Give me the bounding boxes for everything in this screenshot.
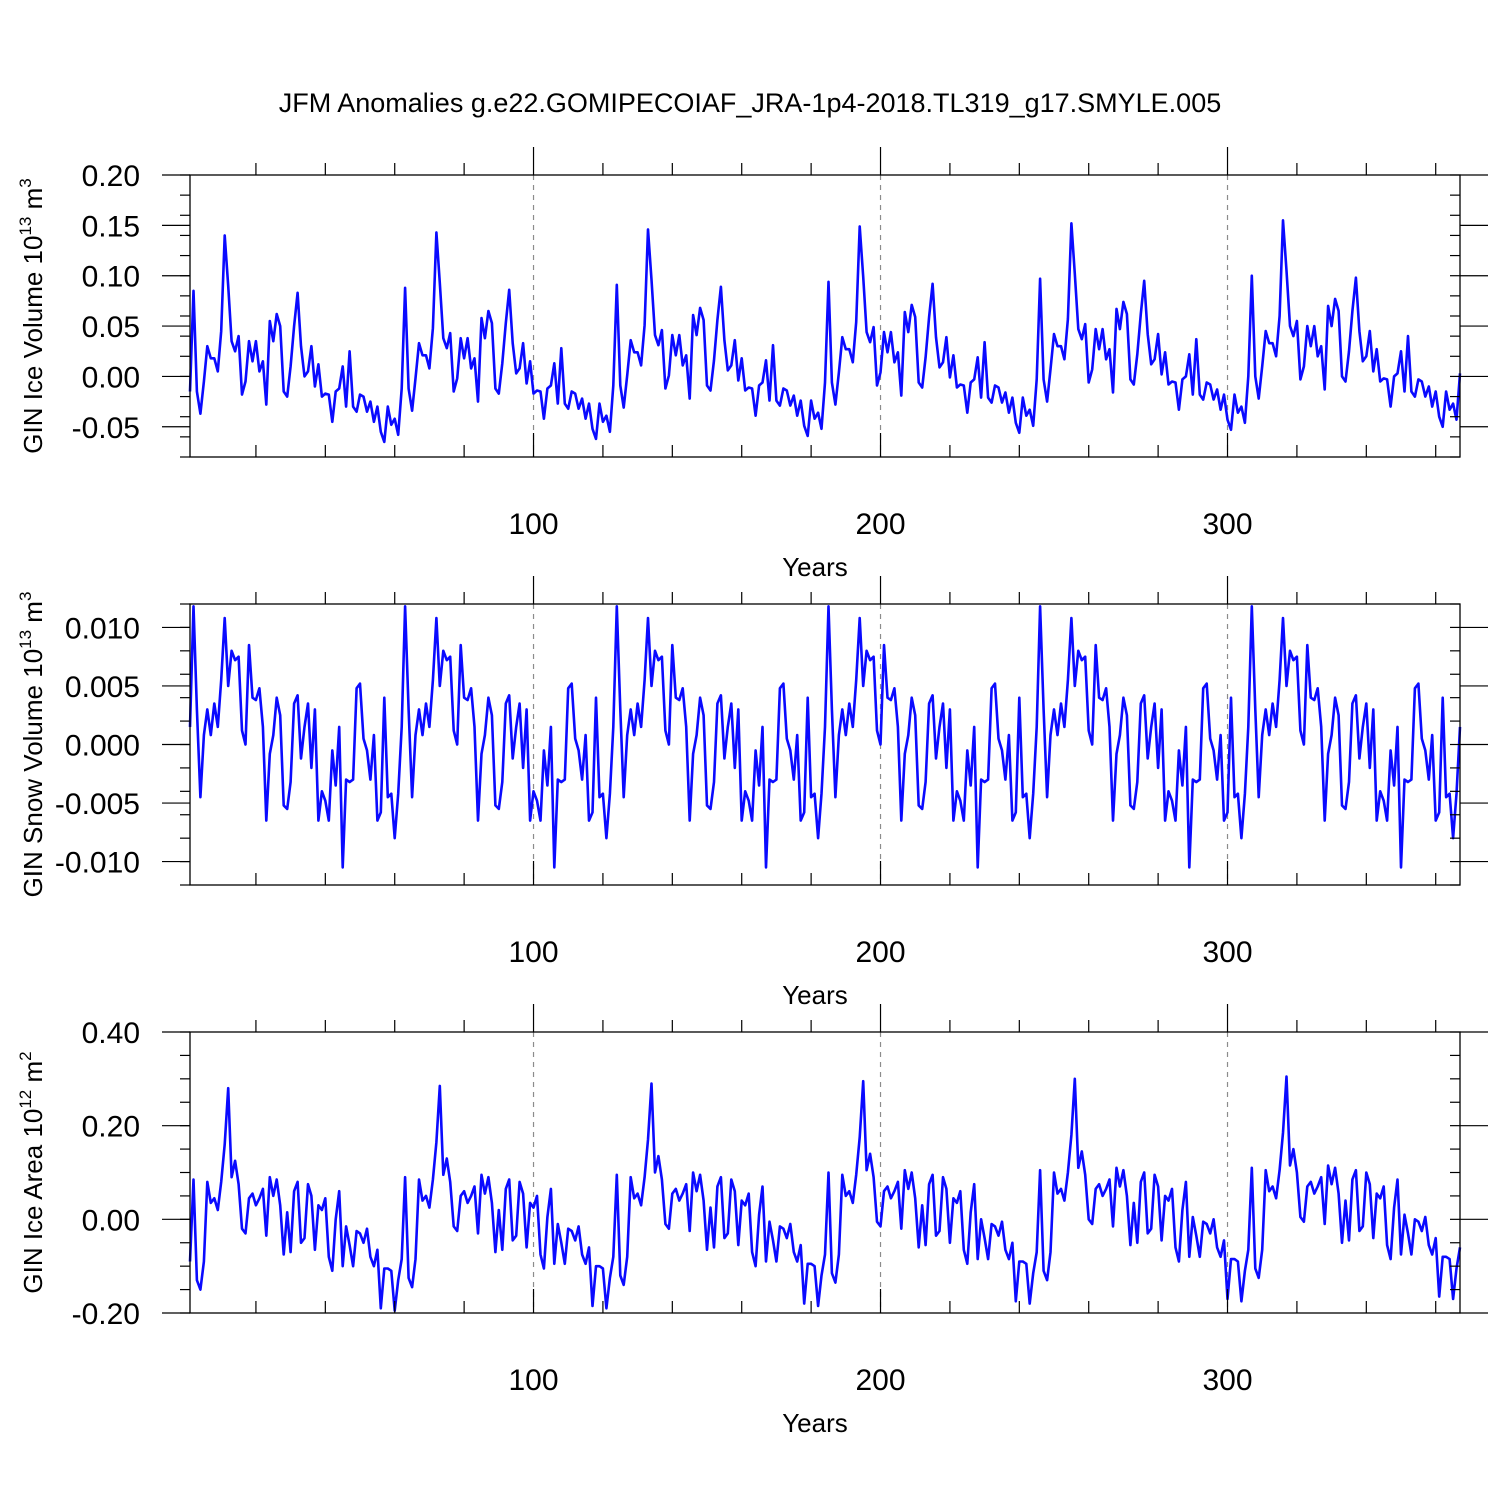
snow-volume-xtick-label-100: 100 [508, 936, 558, 969]
ice-area-ytick-label: -0.20 [72, 1298, 140, 1331]
panel-ice-volume: 100 200 300 Years -0.05 0.00 0.05 0.10 0.15 0.20 G… [16, 147, 1488, 582]
panel-snow-volume: 100 200 300 Years -0.010 -0.005 0.000 0.005 0.01… [16, 576, 1488, 1010]
ice-area-xtick-label-300: 300 [1202, 1364, 1252, 1397]
ice-area-ytick-label: 0.00 [82, 1204, 140, 1237]
ice-area-series-line [188, 1075, 1462, 1312]
snow-volume-ytick-label: -0.010 [55, 847, 140, 880]
ice-volume-xtick-label-100: 100 [508, 508, 558, 541]
ice-area-plot-frame [189, 1031, 1461, 1314]
snow-volume-x-axis-title: Years [782, 980, 848, 1010]
ice-volume-xtick-label-300: 300 [1202, 508, 1252, 541]
snow-volume-ytick-label: 0.000 [65, 730, 140, 763]
panel-ice-area: 100 200 300 Years -0.20 0.00 0.20 0.40 GIN Ice A… [16, 1004, 1488, 1438]
snow-volume-series-line [188, 604, 1462, 869]
ice-volume-ytick-label: 0.10 [82, 261, 140, 294]
snow-volume-xtick-label-200: 200 [855, 936, 905, 969]
ice-area-ytick-label: 0.20 [82, 1111, 140, 1144]
ice-volume-ytick-label: 0.05 [82, 311, 140, 344]
ice-area-xtick-label-200: 200 [855, 1364, 905, 1397]
snow-volume-ytick-label: 0.005 [65, 671, 140, 704]
ice-area-y-axis-title: GIN Ice Area 1012 m2 [16, 1051, 48, 1293]
snow-volume-xtick-label-300: 300 [1202, 936, 1252, 969]
snow-volume-ytick-label: 0.010 [65, 612, 140, 645]
ice-volume-y-axis-title: GIN Ice Volume 1013 m3 [16, 178, 48, 454]
ice-volume-xtick-label-200: 200 [855, 508, 905, 541]
ice-volume-ytick-label: -0.05 [72, 412, 140, 445]
ice-volume-series-line [188, 219, 1462, 444]
chart-title: JFM Anomalies g.e22.GOMIPECOIAF_JRA-1p4-… [279, 88, 1221, 118]
ice-volume-x-axis-title: Years [782, 552, 848, 582]
snow-volume-y-axis-title: GIN Snow Volume 1013 m3 [16, 592, 48, 898]
ice-volume-ytick-label: 0.00 [82, 361, 140, 394]
ice-area-xtick-label-100: 100 [508, 1364, 558, 1397]
ice-area-ytick-label: 0.40 [82, 1017, 140, 1050]
snow-volume-ytick-label: -0.005 [55, 788, 140, 821]
ice-volume-ytick-label: 0.20 [82, 160, 140, 193]
ice-volume-plot-frame [189, 174, 1461, 458]
ice-volume-ytick-label: 0.15 [82, 210, 140, 243]
ice-area-x-axis-title: Years [782, 1408, 848, 1438]
